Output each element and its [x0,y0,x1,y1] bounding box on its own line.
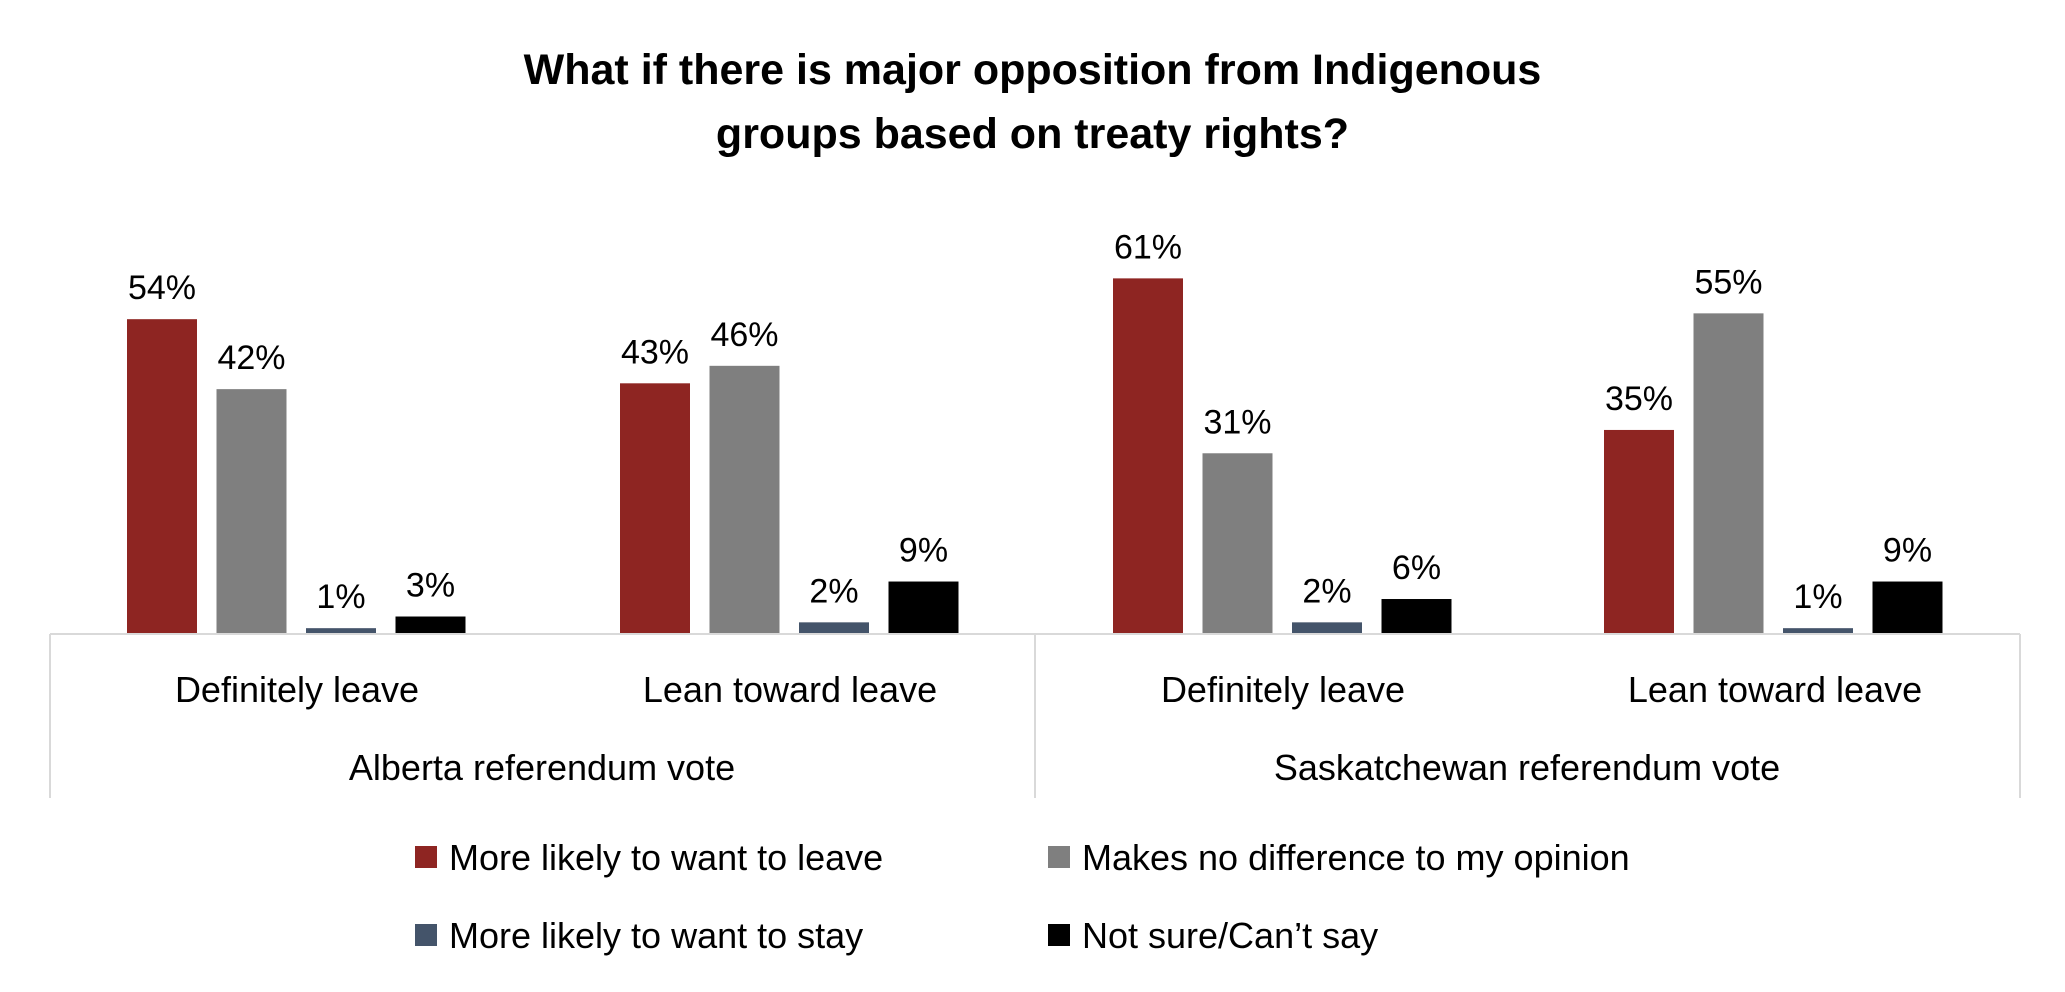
bar-more-likely-to-want-to-stay-1 [306,628,376,634]
legend-label-stay: More likely to want to stay [449,915,864,956]
bar-makes-no-difference-to-my-opinion-3 [1202,453,1273,634]
legend-label-not-sure: Not sure/Can’t say [1082,915,1379,956]
data-label-makes-no-difference-to-my-opinion-2: 46% [710,316,778,354]
data-label-not-sure-can-t-say-3: 6% [1392,549,1441,587]
data-label-more-likely-to-want-to-leave-2: 43% [621,333,689,371]
bar-more-likely-to-want-to-leave-2 [620,383,690,634]
data-label-more-likely-to-want-to-leave-3: 61% [1114,228,1182,266]
data-label-more-likely-to-want-to-leave-4: 35% [1605,380,1673,418]
group-label-1: Alberta referendum vote [349,747,735,788]
bar-more-likely-to-want-to-leave-4 [1604,429,1674,634]
data-label-more-likely-to-want-to-stay-2: 2% [809,572,858,610]
bar-more-likely-to-want-to-leave-3 [1113,278,1183,634]
bar-makes-no-difference-to-my-opinion-1 [216,389,287,634]
chart-title-line-2: groups based on treaty rights? [715,110,1350,158]
data-label-makes-no-difference-to-my-opinion-3: 31% [1203,403,1271,441]
bar-not-sure-can-t-say-3 [1381,599,1452,634]
bar-more-likely-to-want-to-leave-1 [127,319,197,634]
legend-swatch-leave [415,846,437,869]
legend-swatch-stay [415,924,437,947]
data-label-more-likely-to-want-to-stay-3: 2% [1302,572,1351,610]
chart-title: What if there is major opposition from I… [0,38,2065,166]
data-label-makes-no-difference-to-my-opinion-4: 55% [1694,263,1762,301]
group-label-2: Saskatchewan referendum vote [1274,747,1780,788]
data-label-not-sure-can-t-say-4: 9% [1883,532,1932,570]
category-axis: Definitely leave Lean toward leave Definit… [49,633,2021,798]
bar-more-likely-to-want-to-stay-4 [1783,628,1853,634]
bar-more-likely-to-want-to-stay-3 [1292,622,1362,634]
legend-swatch-no-difference [1048,846,1070,869]
legend-swatch-not-sure [1048,924,1070,947]
bars-layer: 54% 43% 61% 35% 42% 46% 31% 55% 1% 2% 2% 1% 3% 9% 6% 9% [127,228,1943,634]
bar-not-sure-can-t-say-2 [888,581,959,634]
data-label-not-sure-can-t-say-2: 9% [899,532,948,570]
legend-item-not-sure: Not sure/Can’t say [1048,916,1378,956]
bar-makes-no-difference-to-my-opinion-4 [1693,313,1764,634]
data-label-more-likely-to-want-to-stay-1: 1% [316,578,365,616]
legend-label-leave: More likely to want to leave [449,837,884,878]
bar-chart: 54% 43% 61% 35% 42% 46% 31% 55% 1% 2% 2% 1% 3% 9% 6% 9%… [49,228,2021,798]
category-label-2: Lean toward leave [643,669,937,710]
legend-label-no-difference: Makes no difference to my opinion [1082,837,1630,878]
legend-item-no-difference: Makes no difference to my opinion [1048,838,1630,878]
data-label-not-sure-can-t-say-1: 3% [406,567,455,605]
chart-title-line-1: What if there is major opposition from I… [523,46,1542,94]
bar-not-sure-can-t-say-1 [395,616,466,634]
legend-item-leave: More likely to want to leave [415,838,883,878]
category-label-3: Definitely leave [1161,669,1405,710]
data-label-more-likely-to-want-to-leave-1: 54% [128,269,196,307]
data-label-makes-no-difference-to-my-opinion-1: 42% [217,339,285,377]
bar-more-likely-to-want-to-stay-2 [799,622,869,634]
category-label-4: Lean toward leave [1628,669,1922,710]
category-label-1: Definitely leave [175,669,419,710]
legend-item-stay: More likely to want to stay [415,916,863,956]
bar-not-sure-can-t-say-4 [1872,581,1943,634]
data-label-more-likely-to-want-to-stay-4: 1% [1793,578,1842,616]
bar-makes-no-difference-to-my-opinion-2 [709,365,780,634]
